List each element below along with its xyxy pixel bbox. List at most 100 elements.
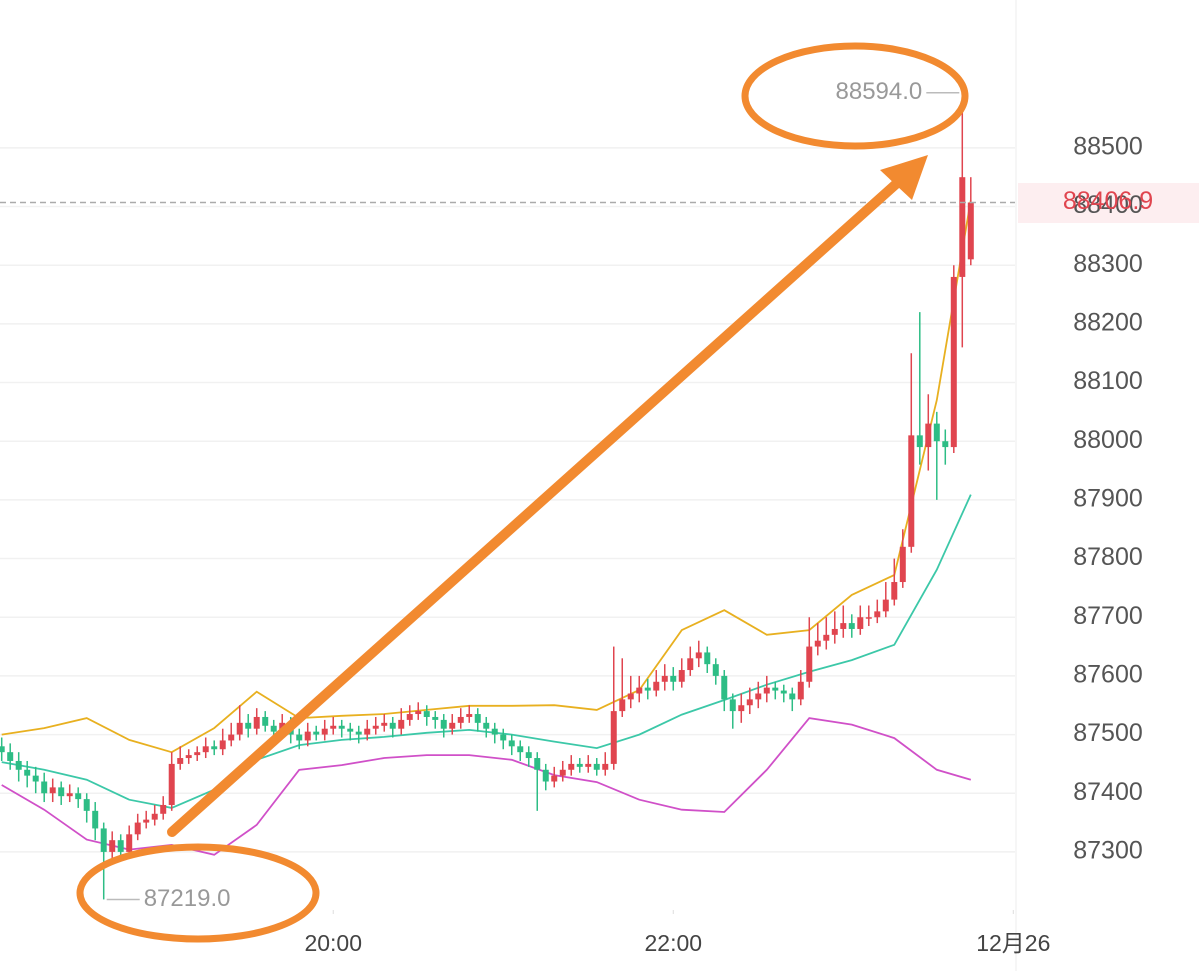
candle-body <box>789 693 796 700</box>
candle-body <box>15 760 22 770</box>
candle-body <box>551 775 558 782</box>
candle-body <box>134 822 141 835</box>
low-marker-label: 87219.0 <box>144 885 231 912</box>
candle-body <box>746 699 753 706</box>
candle-body <box>41 781 48 794</box>
candle-body <box>576 763 583 767</box>
candle-body <box>364 728 371 735</box>
candle-body <box>449 722 456 729</box>
candle-body <box>0 746 5 753</box>
candle-body <box>517 746 524 753</box>
candle-body <box>143 819 150 823</box>
candle-body <box>772 687 779 691</box>
candle-body <box>168 763 175 805</box>
candle-body <box>950 276 957 448</box>
candle-body <box>58 787 65 797</box>
y-tick-label: 87300 <box>1073 837 1143 865</box>
candle-body <box>959 177 966 277</box>
candle-body <box>415 711 422 715</box>
candle-body <box>228 734 235 741</box>
arrow-head <box>880 155 928 200</box>
y-tick-label: 87800 <box>1073 543 1143 571</box>
candle-body <box>160 804 167 814</box>
candle-body <box>194 752 201 756</box>
candle-body <box>797 681 804 700</box>
y-tick-label: 88200 <box>1073 308 1143 336</box>
candle-body <box>49 787 56 794</box>
y-tick-label: 87600 <box>1073 661 1143 689</box>
candle-body <box>491 728 498 735</box>
candle-body <box>542 769 549 782</box>
candle-body <box>32 775 39 782</box>
candle-body <box>891 582 898 600</box>
y-tick-label: 87500 <box>1073 719 1143 747</box>
candle-body <box>899 546 906 583</box>
candle-body <box>355 731 362 735</box>
candle-body <box>712 664 719 676</box>
annotations <box>76 42 969 943</box>
candle-body <box>66 793 73 797</box>
candle-body <box>738 705 745 712</box>
candle-body <box>823 634 830 641</box>
candle-body <box>474 714 481 723</box>
candle-body <box>559 769 566 776</box>
band-line <box>1 494 972 809</box>
candle-body <box>916 435 923 448</box>
high-marker-label: 88594.0 <box>836 78 923 105</box>
y-tick-label: 88000 <box>1073 426 1143 454</box>
candle-body <box>330 725 337 729</box>
y-tick-label: 87700 <box>1073 602 1143 630</box>
highlight-ellipse <box>741 42 969 150</box>
candle-body <box>211 746 218 750</box>
band-line <box>1 717 972 856</box>
candle-body <box>780 690 787 694</box>
last-price-label: 88406.9 <box>1063 187 1153 215</box>
candle-body <box>619 699 626 712</box>
candle-body <box>75 793 82 800</box>
candle-body <box>525 752 532 759</box>
candle-body <box>942 441 949 448</box>
candle-body <box>610 711 617 764</box>
candle-body <box>831 628 838 635</box>
plot-area: 87300 87400 87500 87600 87700 87800 87900 88000… <box>0 78 1153 956</box>
candle-body <box>100 828 107 852</box>
band-line <box>1 199 972 754</box>
y-tick-label: 88500 <box>1073 132 1143 160</box>
candle-body <box>865 617 872 619</box>
candle-body <box>92 810 99 829</box>
candle-body <box>857 617 864 629</box>
candle-body <box>219 740 226 750</box>
candle-body <box>245 722 252 729</box>
candle-body <box>967 202 974 260</box>
highlight-ellipse <box>76 843 320 943</box>
candle-body <box>602 763 609 770</box>
trend-arrow <box>167 171 910 837</box>
candle-body <box>653 681 660 691</box>
candle-body <box>534 758 541 770</box>
candle-body <box>457 716 464 723</box>
candle-body <box>406 714 413 720</box>
candle-body <box>483 722 490 729</box>
y-tick-label: 87900 <box>1073 484 1143 512</box>
candle-body <box>755 693 762 700</box>
candle-body <box>347 728 354 732</box>
x-tick-label: 20:00 <box>304 930 362 956</box>
y-tick-label: 88400 <box>1073 191 1143 219</box>
candle-body <box>24 769 31 776</box>
candle-body <box>687 658 694 671</box>
candle-body <box>925 423 932 448</box>
candle-body <box>321 728 328 735</box>
candle-body <box>933 423 940 442</box>
candle-body <box>500 734 507 741</box>
candle-body <box>729 699 736 712</box>
candle-body <box>185 755 192 759</box>
candle-body <box>109 840 116 852</box>
candle-body <box>882 599 889 612</box>
candle-body <box>763 687 770 694</box>
candle-body <box>372 725 379 729</box>
candle-body <box>423 711 430 717</box>
candle-body <box>814 640 821 647</box>
candle-body <box>151 813 158 820</box>
candle-body <box>695 652 702 659</box>
